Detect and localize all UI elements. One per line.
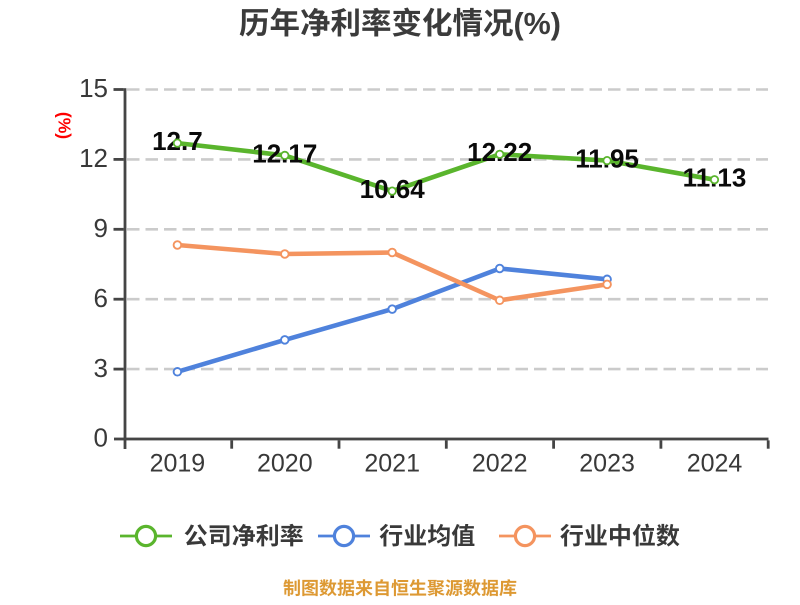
svg-text:(%): (%) bbox=[55, 112, 75, 139]
svg-text:15: 15 bbox=[79, 73, 108, 103]
svg-text:6: 6 bbox=[94, 283, 108, 313]
svg-text:2019: 2019 bbox=[150, 450, 206, 478]
svg-text:(%): (%) bbox=[514, 7, 561, 41]
svg-text:2022: 2022 bbox=[472, 450, 528, 478]
svg-text:0: 0 bbox=[94, 423, 108, 453]
svg-text:3: 3 bbox=[94, 353, 108, 383]
svg-text:9: 9 bbox=[94, 213, 108, 243]
svg-text:2024: 2024 bbox=[687, 450, 743, 478]
svg-text:2021: 2021 bbox=[364, 450, 420, 478]
svg-text:12: 12 bbox=[79, 143, 108, 173]
svg-text:2020: 2020 bbox=[257, 450, 313, 478]
svg-text:2023: 2023 bbox=[579, 450, 635, 478]
